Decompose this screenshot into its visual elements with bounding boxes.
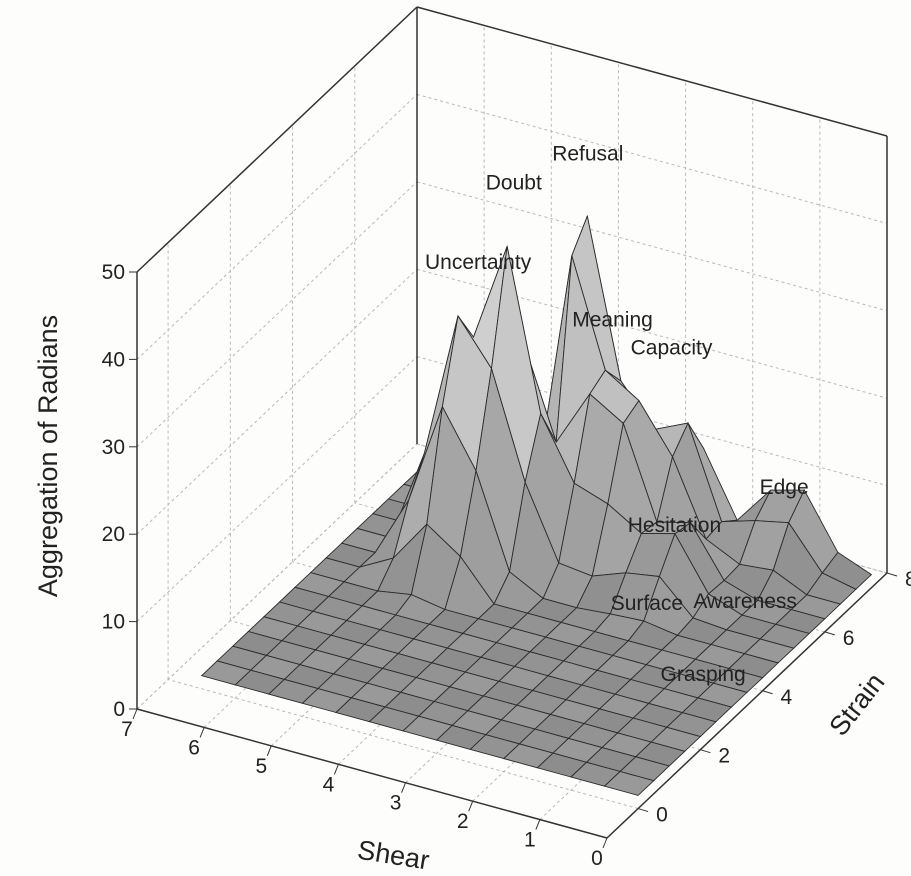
annotation-label: Meaning [572, 308, 653, 331]
wall-gridline [136, 181, 418, 448]
annotation-label: Grasping [661, 663, 746, 686]
x-tick-mark [266, 745, 272, 757]
x-tick-mark [132, 708, 138, 720]
z-axis-title: Aggregation of Radians [33, 315, 63, 597]
wall-gridline [416, 93, 888, 224]
x-tick-label: 7 [121, 718, 133, 741]
annotation-label: Doubt [486, 172, 542, 195]
y-tick-label: 6 [843, 627, 855, 650]
x-tick-label: 2 [457, 810, 469, 833]
annotations: Doubt Refusal Uncertainty Meaning Capacity He… [425, 143, 809, 686]
y-tick-mark [637, 808, 649, 813]
annotation-label: Edge [760, 476, 809, 499]
y-tick-mark [886, 572, 898, 577]
y-tick-mark [762, 690, 773, 695]
x-tick-label: 6 [188, 736, 200, 759]
z-tick-label: 40 [102, 348, 125, 371]
wall-gridline [416, 181, 888, 312]
surface-cell [603, 770, 655, 796]
axes-frame [129, 6, 898, 849]
wall-gridline [136, 94, 418, 360]
wall-gridline [136, 356, 418, 622]
x-tick-mark [468, 800, 474, 812]
x-tick-mark [333, 764, 339, 775]
y-tick-label: 8 [905, 568, 911, 591]
annotation-label: Capacity [631, 337, 713, 360]
x-tick-mark [199, 727, 205, 738]
z-tick-label: 10 [102, 611, 125, 634]
y-tick-label: 2 [718, 745, 730, 768]
x-tick-label: 1 [524, 829, 536, 852]
x-tick-mark [401, 782, 407, 793]
x-tick-mark [535, 819, 541, 830]
y-tick-label: 0 [656, 804, 668, 827]
axis-edge [416, 6, 888, 137]
z-tick-label: 20 [102, 523, 125, 546]
x-tick-label: 0 [591, 847, 603, 870]
y-tick-mark [824, 631, 835, 636]
x-tick-label: 4 [323, 773, 335, 796]
axis-edge [136, 708, 608, 839]
annotation-label: Refusal [552, 143, 623, 166]
y-tick-mark [700, 749, 711, 754]
y-axis-title: Strain [823, 667, 890, 741]
x-axis-title: Shear [355, 835, 431, 876]
x-tick-label: 5 [255, 755, 267, 778]
surface-layer [200, 214, 873, 796]
annotation-label: Uncertainty [425, 251, 532, 274]
annotation-label: Hesitation [628, 514, 721, 537]
wall-gridline [136, 268, 418, 535]
annotation-label: Surface [611, 592, 683, 615]
x-tick-mark [602, 837, 608, 849]
annotation-label: Awareness [693, 590, 797, 613]
z-tick-label: 30 [102, 436, 125, 459]
wall-gridline [136, 443, 418, 710]
z-tick-label: 0 [113, 698, 125, 721]
axis-edge [136, 6, 418, 273]
z-tick-label: 50 [102, 261, 125, 284]
axis-edge [606, 572, 888, 839]
y-tick-label: 4 [781, 686, 793, 709]
x-tick-label: 3 [390, 792, 402, 815]
